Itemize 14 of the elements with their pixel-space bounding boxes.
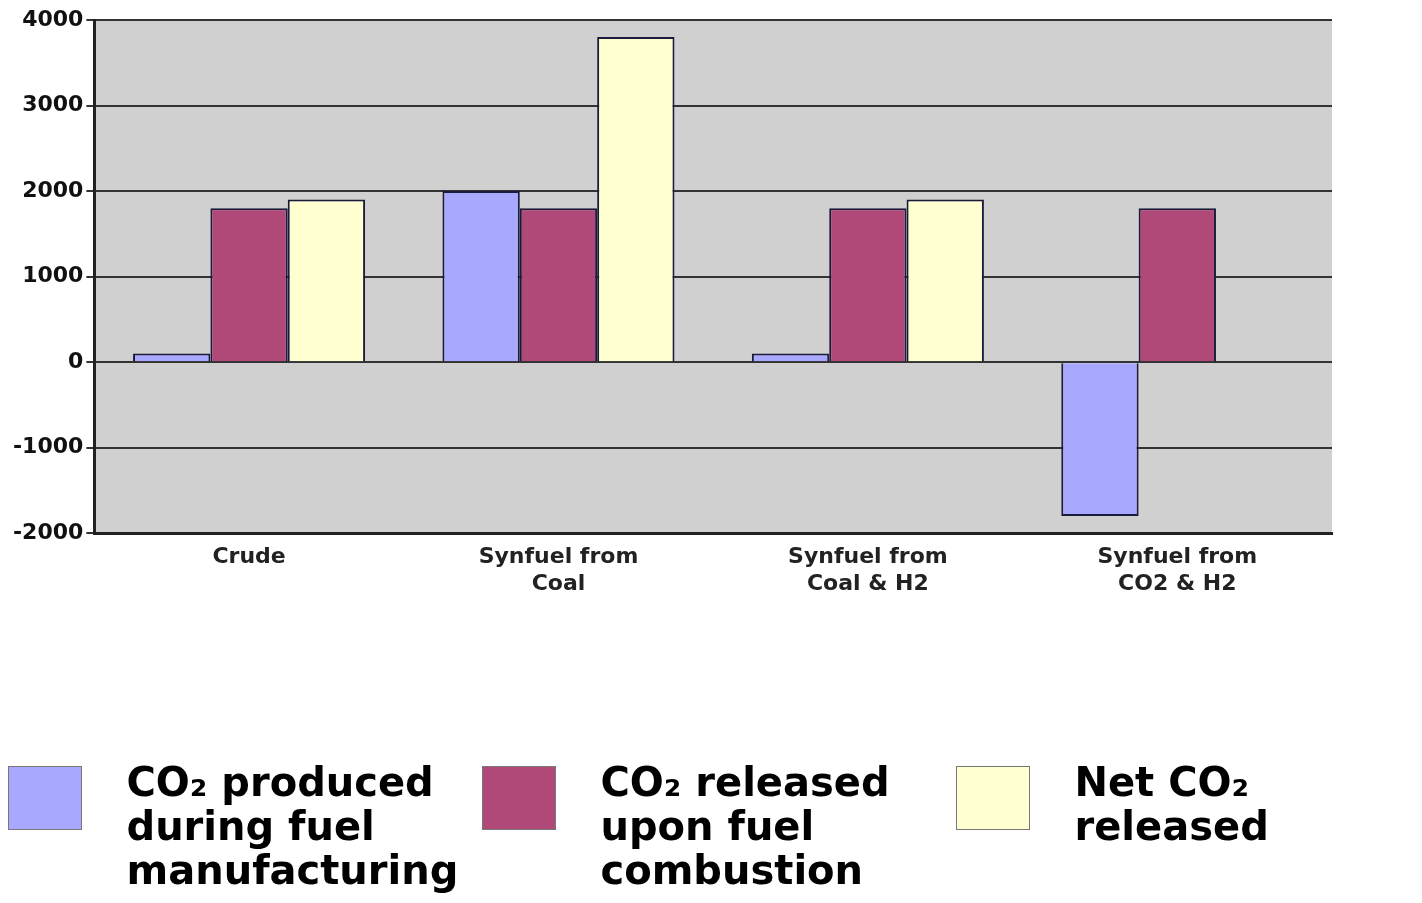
legend-label: CO₂ produced during fuel manufacturing xyxy=(126,759,460,893)
x-tick-label: Synfuel from Coal xyxy=(478,543,639,595)
legend-label: Net CO₂ released xyxy=(1074,759,1270,849)
y-tick-label: 3000 xyxy=(22,91,84,117)
y-tick-label: 4000 xyxy=(22,5,84,31)
y-tick-label: -1000 xyxy=(12,433,84,459)
y-tick-label: 0 xyxy=(68,347,84,373)
y-tick-label: 1000 xyxy=(22,262,84,288)
legend-label: CO₂ released upon fuel combustion xyxy=(600,759,891,893)
x-tick-label: Synfuel from CO2 & H2 xyxy=(1097,543,1258,595)
x-tick-label: Synfuel from Coal & H2 xyxy=(788,543,948,595)
x-tick-label: Crude xyxy=(212,543,286,569)
y-tick-label: -2000 xyxy=(12,518,84,544)
y-tick-label: 2000 xyxy=(22,176,84,202)
